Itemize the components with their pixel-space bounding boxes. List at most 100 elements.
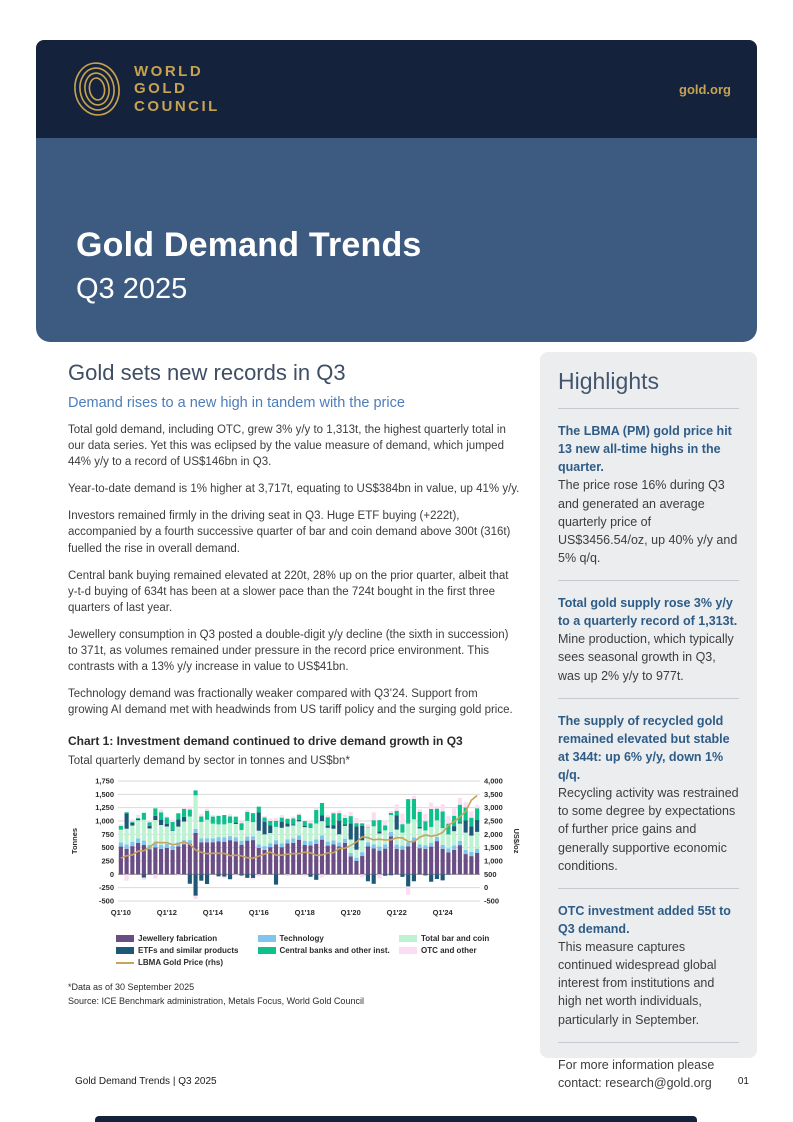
svg-text:1,250: 1,250 — [95, 804, 114, 813]
article-subheading: Demand rises to a new high in tandem wit… — [68, 395, 405, 411]
footer-report-name: Gold Demand Trends | Q3 2025 — [75, 1076, 217, 1087]
legend-color-swatch — [116, 935, 134, 943]
gold-org-link[interactable]: gold.org — [679, 81, 731, 97]
svg-text:-500: -500 — [484, 897, 499, 906]
contact-info: For more information please contact: res… — [558, 1057, 715, 1091]
svg-text:750: 750 — [101, 830, 114, 839]
svg-text:4,000: 4,000 — [484, 777, 503, 786]
highlight-bold: The LBMA (PM) gold price hit 13 new all-… — [558, 424, 732, 475]
legend-item: OTC and other — [399, 946, 520, 955]
highlight-text: Recycling activity was restrained to som… — [558, 786, 739, 873]
svg-text:1,000: 1,000 — [484, 857, 503, 866]
paragraph-central-banks: Central bank buying remained elevated at… — [68, 569, 509, 614]
legend-label: Central banks and other inst. — [279, 946, 390, 956]
highlight-item-recycled-gold: The supply of recycled gold remained ele… — [558, 712, 739, 875]
legend-item: Total bar and coin — [399, 934, 520, 943]
svg-text:1,000: 1,000 — [95, 817, 114, 826]
chart-svg: -500 -500 -250 0 0 500 250 1,000 500 1,500 750 2,00… — [70, 777, 521, 918]
wgc-logo-wordmark: World Gold Council — [134, 63, 220, 115]
article-heading: Gold sets new records in Q3 — [68, 360, 346, 385]
legend-color-swatch — [257, 935, 276, 943]
chart-footnote-data-asof: *Data as of 30 September 2025 — [68, 982, 195, 993]
svg-text:250: 250 — [101, 857, 114, 866]
highlight-text: This measure captures continued widespre… — [558, 940, 717, 1027]
highlight-item-lbma-price: The LBMA (PM) gold price hit 13 new all-… — [558, 422, 739, 567]
next-page-edge — [95, 1116, 697, 1122]
chart-canvas: -500 -500 -250 0 0 500 250 1,000 500 1,500 750 2,00… — [68, 775, 521, 932]
legend-label: LBMA Gold Price (rhs) — [138, 958, 224, 968]
legend-line-swatch — [116, 959, 134, 966]
legend-item: LBMA Gold Price (rhs) — [116, 958, 258, 967]
chart-footnote-source: Source: ICE Benchmark administration, Me… — [68, 995, 364, 1006]
svg-text:0: 0 — [110, 870, 114, 879]
legend-item: Jewellery fabrication — [116, 934, 258, 943]
paragraph-ytd-demand: Year-to-date demand is 1% higher at 3,71… — [68, 483, 520, 496]
svg-text:0: 0 — [484, 884, 488, 893]
legend-item: ETFs and similar products — [116, 946, 258, 955]
svg-text:2,000: 2,000 — [484, 830, 503, 839]
footer-page-number: 01 — [737, 1076, 749, 1087]
wgc-logo: World Gold Council — [72, 60, 220, 118]
chart-subtitle: Total quarterly demand by sector in tonn… — [68, 755, 350, 768]
masthead: World Gold Council gold.org — [36, 40, 757, 138]
highlights-title: Highlights — [558, 368, 659, 394]
divider — [558, 887, 739, 889]
wgc-logo-rings-icon — [74, 62, 120, 116]
paragraph-jewellery: Jewellery consumption in Q3 posted a dou… — [68, 628, 509, 674]
paragraph-total-demand: Total gold demand, including OTC, grew 3… — [68, 424, 506, 469]
svg-text:Tonnes: Tonnes — [70, 828, 79, 854]
svg-text:Q1'24: Q1'24 — [433, 908, 454, 917]
svg-text:3,500: 3,500 — [484, 790, 503, 799]
report-title: Gold Demand Trends — [76, 226, 422, 264]
legend-color-swatch — [399, 935, 417, 943]
chart-block: Chart 1: Investment demand continued to … — [68, 734, 521, 1008]
highlight-text: The price rose 16% during Q3 and generat… — [558, 478, 738, 565]
divider — [558, 1041, 739, 1043]
svg-text:Q1'16: Q1'16 — [249, 908, 269, 917]
svg-text:500: 500 — [484, 870, 497, 879]
svg-text:US$/oz: US$/oz — [512, 829, 520, 854]
divider — [558, 408, 739, 409]
svg-text:Q1'14: Q1'14 — [203, 908, 224, 917]
svg-text:Q1'10: Q1'10 — [111, 908, 131, 917]
svg-text:Q1'22: Q1'22 — [387, 908, 407, 917]
legend-color-swatch — [116, 947, 134, 955]
paragraph-investors: Investors remained firmly in the driving… — [68, 510, 511, 555]
legend-column: Total bar and coin OTC and other — [399, 934, 520, 967]
highlight-item-gold-supply: Total gold supply rose 3% y/y to a quart… — [558, 594, 739, 685]
legend-color-swatch — [257, 947, 276, 955]
legend-column: Jewellery fabrication ETFs and similar pr… — [116, 934, 258, 967]
svg-text:2,500: 2,500 — [484, 817, 503, 826]
svg-text:500: 500 — [101, 844, 114, 853]
chart-title: Chart 1: Investment demand continued to … — [68, 734, 463, 749]
legend-label: OTC and other — [421, 946, 477, 956]
report-quarter: Q3 2025 — [76, 273, 188, 305]
svg-text:-500: -500 — [99, 897, 114, 906]
legend-label: ETFs and similar products — [138, 946, 239, 956]
svg-text:Q1'18: Q1'18 — [295, 908, 315, 917]
svg-text:Q1'12: Q1'12 — [157, 908, 177, 917]
legend-color-swatch — [399, 947, 417, 955]
svg-text:Q1'20: Q1'20 — [341, 908, 361, 917]
divider — [558, 697, 739, 699]
divider — [558, 580, 739, 581]
highlight-bold: OTC investment added 55t to Q3 demand. — [558, 903, 731, 936]
svg-text:1,750: 1,750 — [95, 777, 114, 786]
legend-label: Total bar and coin — [421, 934, 490, 944]
highlights-panel: Highlights The LBMA (PM) gold price hit … — [540, 352, 757, 1090]
legend-item: Central banks and other inst. — [257, 946, 400, 956]
chart-legend: Jewellery fabrication ETFs and similar pr… — [68, 934, 520, 967]
legend-item: Technology — [257, 934, 400, 944]
chart-footnotes: *Data as of 30 September 2025 Source: IC… — [68, 981, 520, 1008]
highlight-bold: The supply of recycled gold remained ele… — [558, 713, 730, 782]
paragraph-technology: Technology demand was fractionally weake… — [68, 688, 513, 717]
highlight-item-otc-investment: OTC investment added 55t to Q3 demand. T… — [558, 902, 739, 1029]
legend-label: Jewellery fabrication — [138, 934, 218, 944]
svg-text:1,500: 1,500 — [95, 790, 114, 799]
legend-column: Technology Central banks and other inst. — [257, 934, 400, 967]
svg-text:-250: -250 — [99, 884, 114, 893]
highlight-text: Mine production, which typically sees se… — [558, 632, 734, 683]
highlight-bold: Total gold supply rose 3% y/y to a quart… — [558, 596, 738, 629]
legend-label: Technology — [279, 934, 324, 944]
